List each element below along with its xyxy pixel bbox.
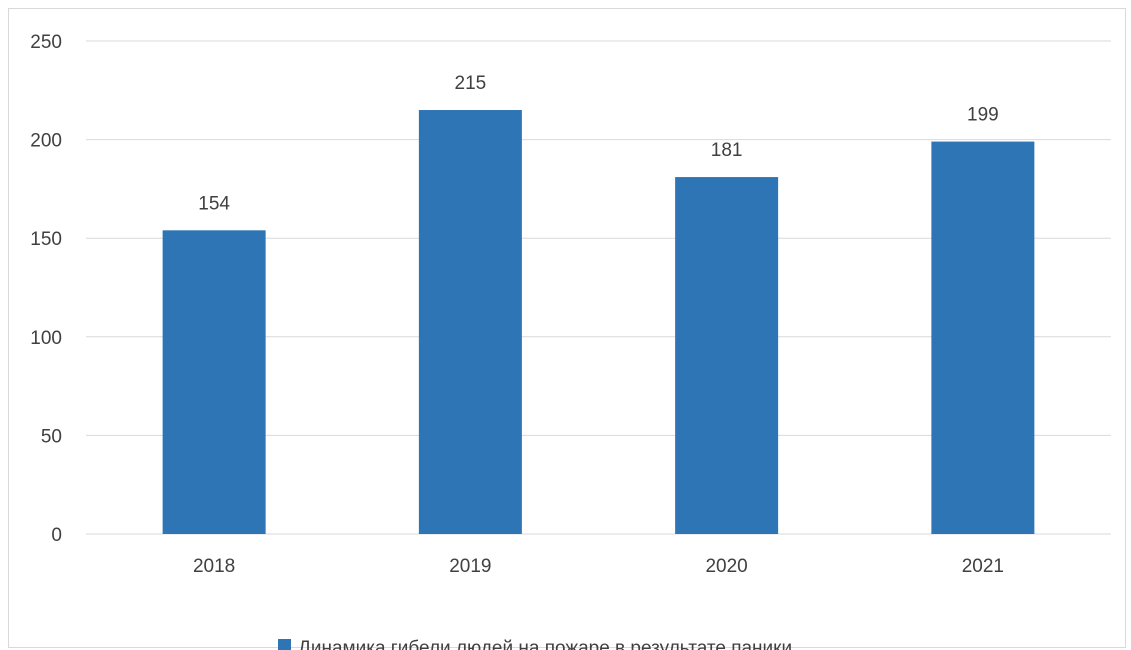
- y-tick-label: 250: [30, 32, 62, 53]
- x-axis-tick-labels: 2018 2019 2020 2021: [193, 556, 1004, 577]
- x-tick-label: 2021: [962, 556, 1004, 577]
- data-labels: 154 215 181 199: [198, 73, 998, 214]
- y-tick-label: 100: [30, 328, 62, 349]
- data-label: 199: [967, 105, 999, 126]
- bar: [931, 141, 1035, 534]
- legend-swatch: [278, 639, 291, 650]
- y-tick-label: 150: [30, 229, 62, 250]
- y-tick-label: 50: [41, 426, 62, 447]
- y-axis-tick-labels: 0 50 100 150 200 250: [30, 32, 62, 546]
- x-tick-label: 2020: [705, 556, 747, 577]
- bars: [162, 110, 1035, 535]
- legend-label: Динамика гибели людей на пожаре в резуль…: [298, 638, 792, 650]
- data-label: 181: [711, 140, 743, 161]
- x-tick-label: 2018: [193, 556, 235, 577]
- legend: Динамика гибели людей на пожаре в резуль…: [278, 638, 792, 650]
- y-tick-label: 200: [30, 131, 62, 152]
- y-tick-label: 0: [51, 525, 62, 546]
- data-label: 154: [198, 193, 230, 214]
- bar: [418, 110, 522, 535]
- data-label: 215: [455, 73, 487, 94]
- bar: [162, 230, 266, 534]
- x-tick-label: 2019: [449, 556, 491, 577]
- bar: [675, 177, 779, 534]
